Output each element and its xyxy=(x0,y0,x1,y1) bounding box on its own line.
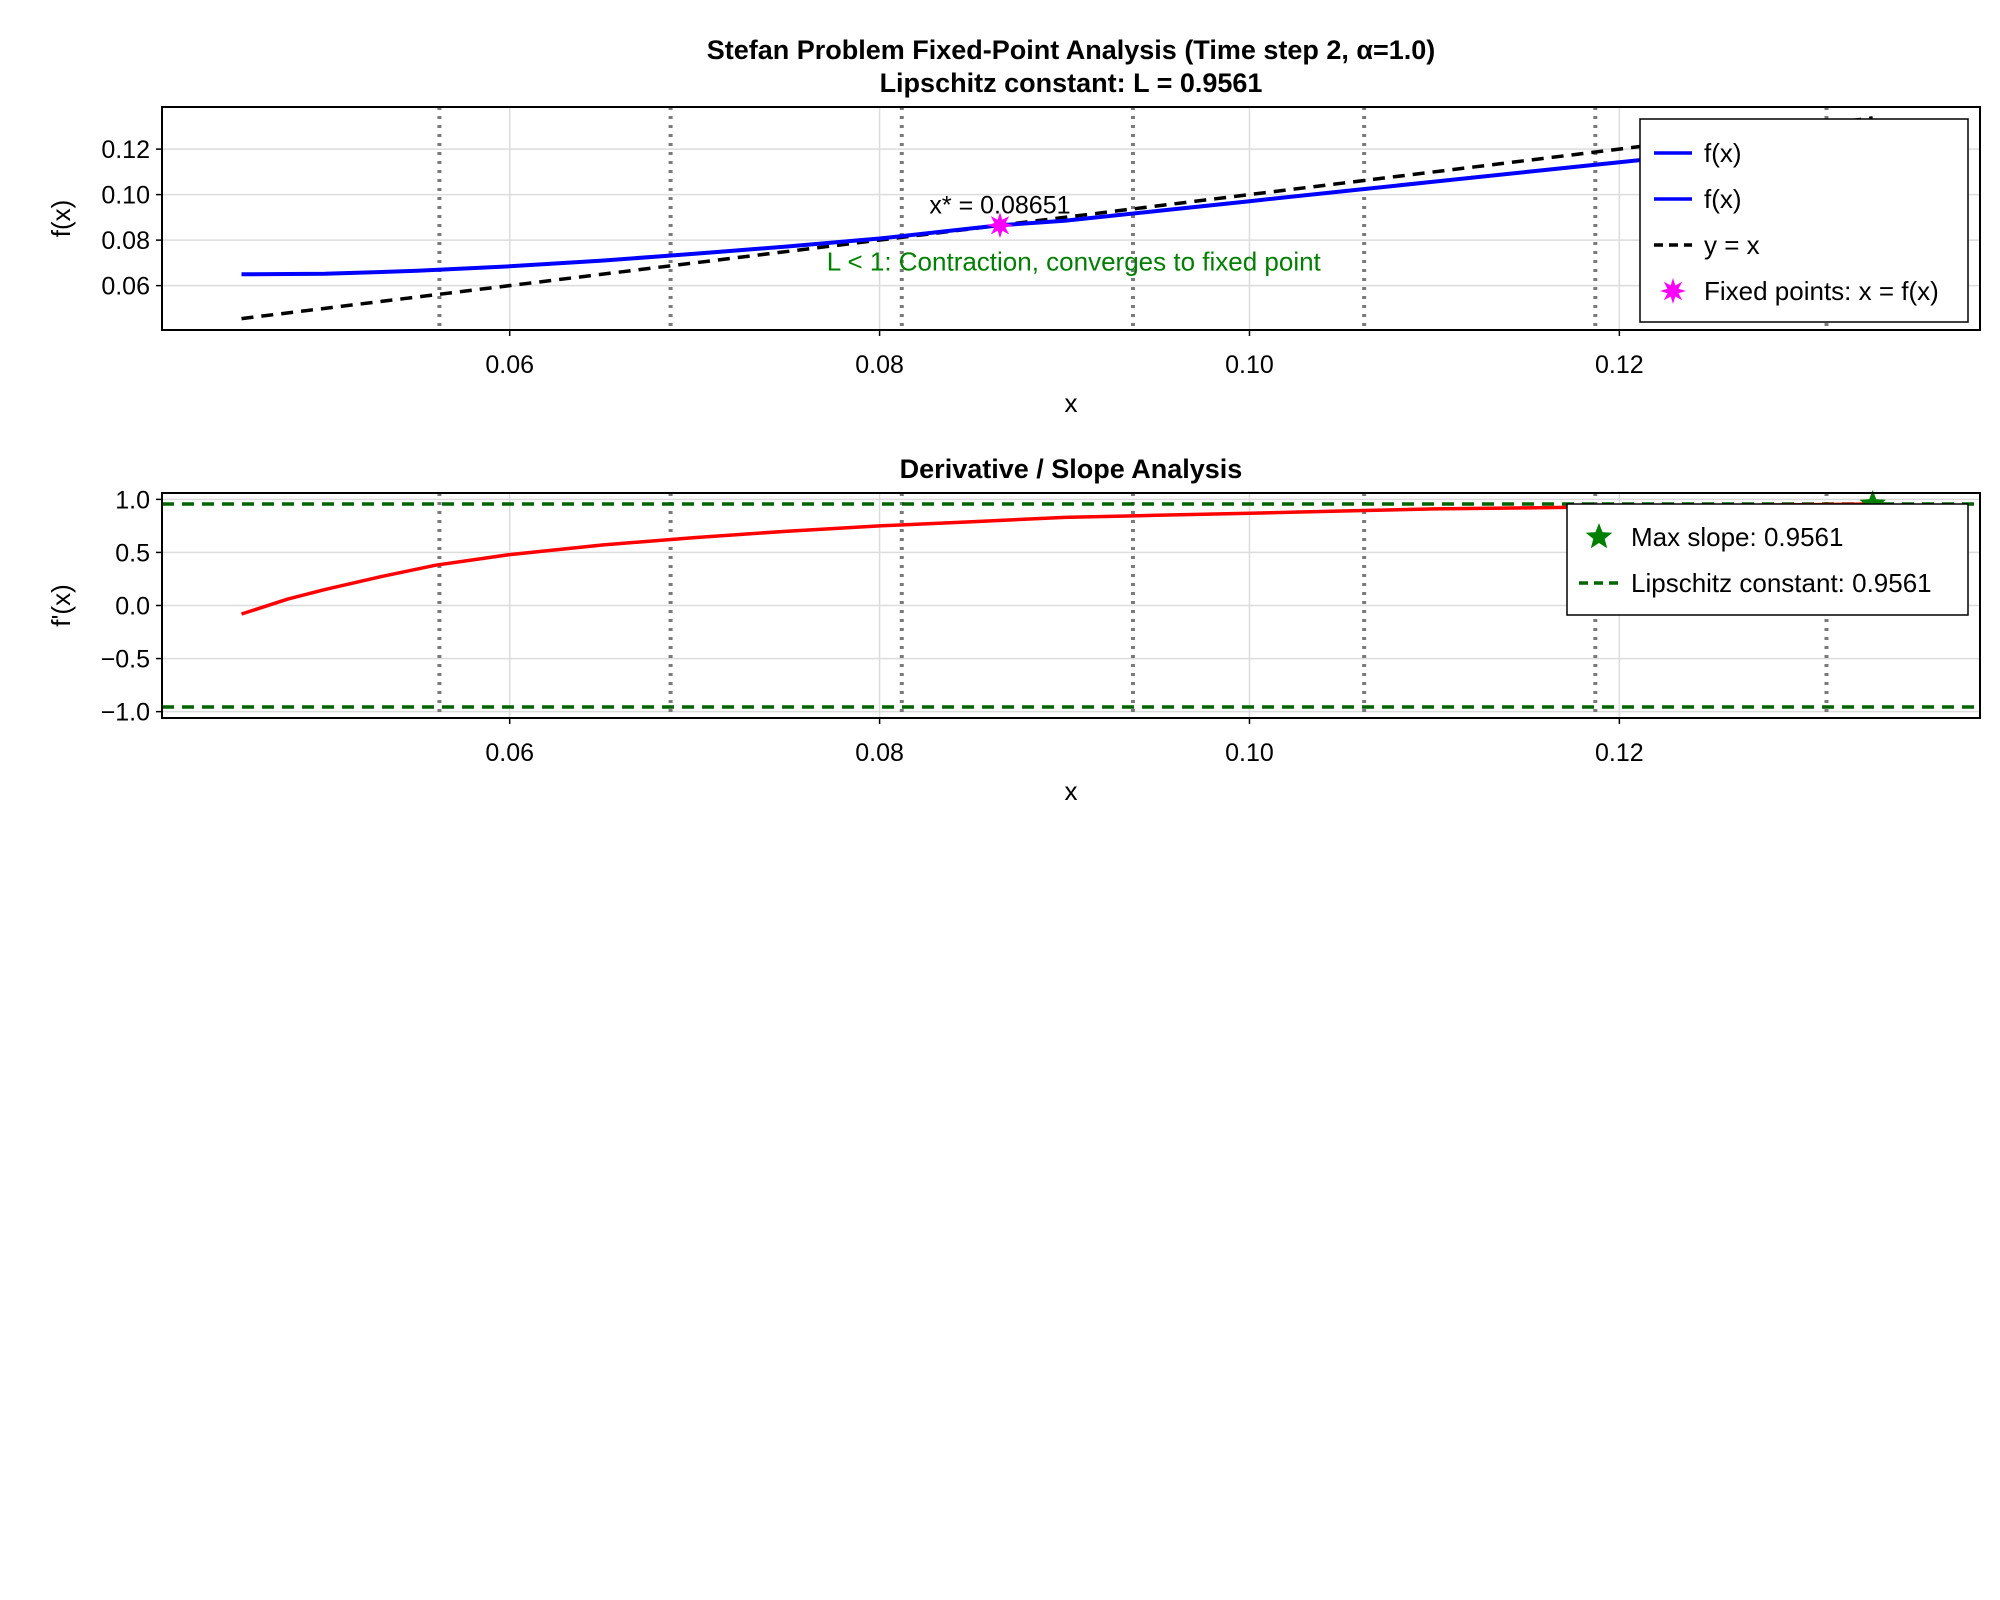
plot-frame xyxy=(161,106,1981,331)
legend-star-swatch xyxy=(1660,278,1686,304)
tick-labels: 0.06 0.08 0.10 0.12 1.0 0.5 0.0 −0.5 −1.0 xyxy=(101,486,1644,767)
x-axis-label: x xyxy=(1065,776,1078,806)
y-axis-label: f'(x) xyxy=(46,584,76,627)
legend-label: Fixed points: x = f(x) xyxy=(1704,276,1939,306)
contraction-annotation: L < 1: Contraction, converges to fixed p… xyxy=(827,247,1322,277)
x-tick-label: 0.10 xyxy=(1225,351,1274,379)
legend-star-swatch xyxy=(1585,523,1613,549)
x-tick-label: 0.12 xyxy=(1595,739,1644,767)
x-tick-label: 0.08 xyxy=(855,739,904,767)
y-tick-label: −0.5 xyxy=(101,646,150,674)
y-tick-label: 1.0 xyxy=(115,486,150,514)
y-tick-label: −1.0 xyxy=(101,699,150,727)
max-slope-marker xyxy=(1859,490,1886,516)
fixed-point-marker xyxy=(987,212,1013,239)
y-tick-label: 0.12 xyxy=(101,136,150,164)
y-tick-label: 0.5 xyxy=(115,539,150,567)
y-tick-label: 0.08 xyxy=(101,227,150,255)
legend: f(x) f(x) y = x Fixed points: x = f(x) xyxy=(1639,118,1969,323)
marker-group xyxy=(1859,490,1886,516)
tick-labels: 0.06 0.08 0.10 0.12 0.06 0.08 0.10 0.12 xyxy=(101,136,1643,379)
x-tick-label: 0.10 xyxy=(1225,739,1274,767)
x-axis-label: x xyxy=(1065,388,1078,418)
x-tick-label: 0.08 xyxy=(855,351,904,379)
x-tick-label: 0.06 xyxy=(485,351,534,379)
vertical-reference-lines xyxy=(437,107,1829,330)
chart-title: Stefan Problem Fixed-Point Analysis (Tim… xyxy=(707,35,1436,65)
legend-label: Lipschitz constant: 0.9561 xyxy=(1631,568,1932,598)
legend-box xyxy=(1639,118,1969,323)
series-group xyxy=(241,116,1873,321)
fixed-point-panel: Stefan Problem Fixed-Point Analysis (Tim… xyxy=(46,35,1981,418)
derivative-panel: Derivative / Slope Analysis 0.06 0.08 0.10… xyxy=(46,454,1981,806)
chart-subtitle: Lipschitz constant: L = 0.9561 xyxy=(880,68,1263,98)
y-axis-label: f(x) xyxy=(46,200,76,238)
chart-title: Derivative / Slope Analysis xyxy=(900,454,1243,484)
legend-box xyxy=(1566,503,1969,616)
legend: Max slope: 0.9561 Lipschitz constant: 0.9… xyxy=(1566,503,1969,616)
y-tick-label: 0.06 xyxy=(101,273,150,301)
marker-group xyxy=(987,212,1013,239)
legend-label: f(x) xyxy=(1704,138,1742,168)
fx-line xyxy=(241,133,1873,277)
y-tick-label: 0.10 xyxy=(101,182,150,210)
legend-label: f(x) xyxy=(1704,184,1742,214)
legend-label: Max slope: 0.9561 xyxy=(1631,522,1843,552)
fixed-point-label: x* = 0.08651 xyxy=(929,191,1070,219)
x-tick-label: 0.12 xyxy=(1595,351,1644,379)
y-tick-label: 0.0 xyxy=(115,593,150,621)
identity-line xyxy=(241,116,1873,321)
x-tick-label: 0.06 xyxy=(485,739,534,767)
legend-label: y = x xyxy=(1704,230,1760,260)
